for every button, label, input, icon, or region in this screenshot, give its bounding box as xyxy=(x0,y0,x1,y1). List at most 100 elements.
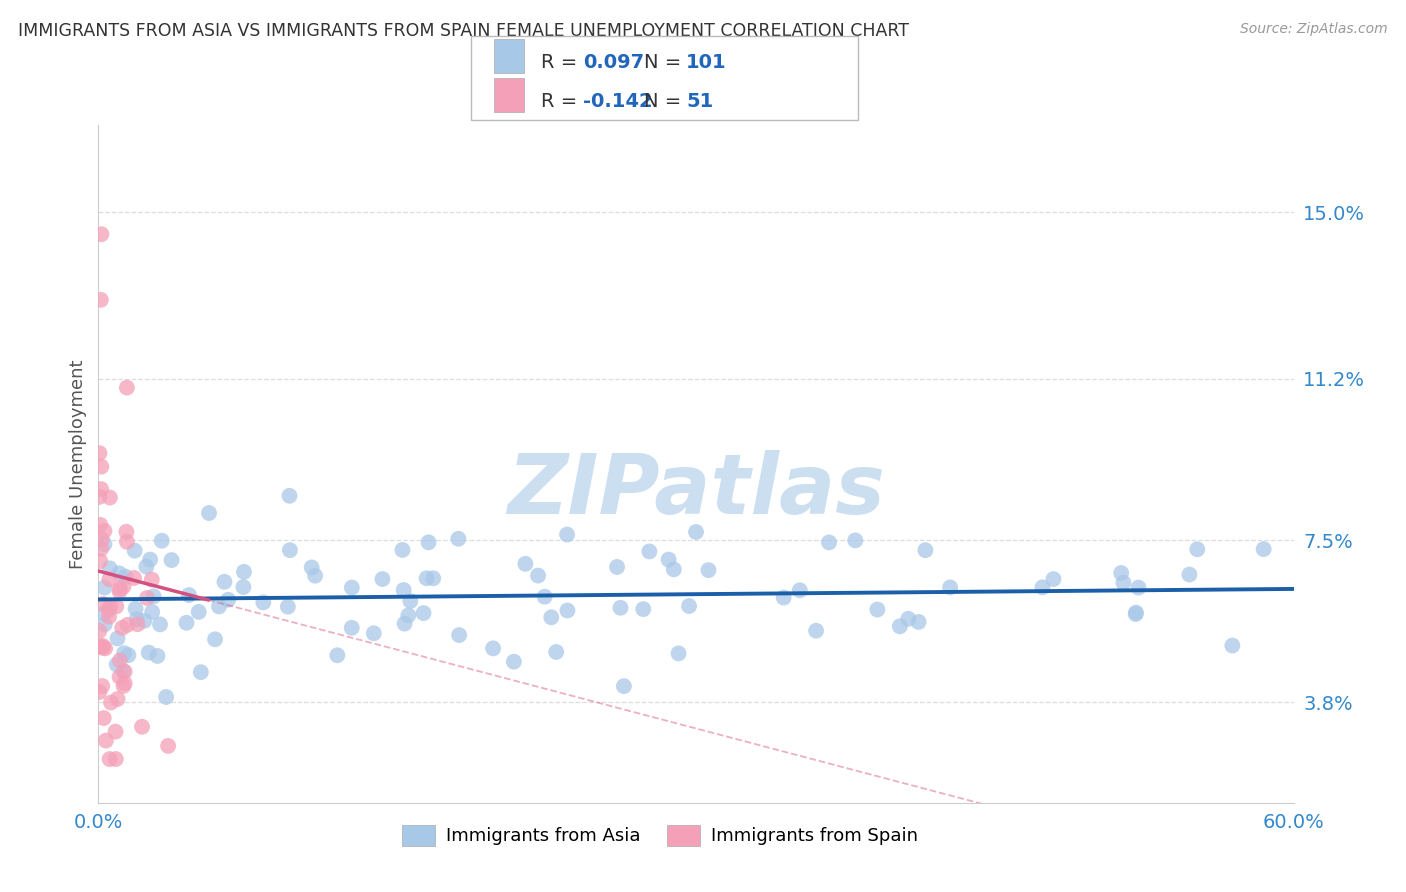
Point xyxy=(198,506,221,520)
Point xyxy=(371,572,394,586)
Point xyxy=(124,543,146,558)
Point xyxy=(557,603,579,617)
Point xyxy=(115,381,138,395)
Point xyxy=(668,646,690,660)
Point xyxy=(1222,639,1244,653)
Point xyxy=(340,621,363,635)
Point xyxy=(112,580,135,594)
Point xyxy=(866,602,889,616)
Point xyxy=(662,562,685,576)
Point xyxy=(515,557,537,571)
Point xyxy=(108,566,131,581)
Text: R =: R = xyxy=(541,54,583,72)
Point xyxy=(789,583,811,598)
Point xyxy=(232,580,254,594)
Point xyxy=(1187,542,1209,557)
Point xyxy=(90,541,112,556)
Point xyxy=(93,581,115,595)
Point xyxy=(107,632,129,646)
Text: N =: N = xyxy=(644,54,688,72)
Point xyxy=(91,639,114,653)
Point xyxy=(90,482,112,496)
Point xyxy=(633,602,655,616)
Point xyxy=(638,544,661,558)
Point xyxy=(114,676,136,690)
Point xyxy=(98,752,121,766)
Point xyxy=(889,619,911,633)
Point xyxy=(187,605,209,619)
Point xyxy=(326,648,349,663)
Text: 101: 101 xyxy=(686,54,727,72)
Point xyxy=(108,582,131,596)
Point xyxy=(233,565,256,579)
Point xyxy=(217,592,239,607)
Point xyxy=(907,615,929,629)
Point xyxy=(105,657,128,672)
Point xyxy=(503,655,526,669)
Point xyxy=(122,571,145,585)
Point xyxy=(304,568,326,582)
Point xyxy=(482,641,505,656)
Point xyxy=(89,640,111,654)
Point xyxy=(1042,572,1064,586)
Point xyxy=(447,532,470,546)
Legend: Immigrants from Asia, Immigrants from Spain: Immigrants from Asia, Immigrants from Sp… xyxy=(394,816,927,855)
Point xyxy=(141,573,163,587)
Point xyxy=(527,568,550,582)
Point xyxy=(204,632,226,647)
Point xyxy=(396,608,419,623)
Point xyxy=(104,752,127,766)
Point xyxy=(392,582,415,597)
Point xyxy=(1253,542,1275,557)
Point xyxy=(252,595,274,609)
Point xyxy=(98,561,121,575)
Point xyxy=(449,628,471,642)
Point xyxy=(89,517,111,532)
Point xyxy=(98,491,121,505)
Point xyxy=(844,533,866,548)
Text: -0.142: -0.142 xyxy=(583,92,654,112)
Point xyxy=(93,606,115,620)
Point xyxy=(277,599,299,614)
Point xyxy=(150,533,173,548)
Point xyxy=(160,553,183,567)
Point xyxy=(146,648,169,663)
Point xyxy=(157,739,180,753)
Point xyxy=(135,559,157,574)
Point xyxy=(127,617,149,632)
Point xyxy=(125,612,148,626)
Point xyxy=(208,599,231,614)
Point xyxy=(107,692,129,706)
Point xyxy=(93,617,115,632)
Point xyxy=(177,588,200,602)
Point xyxy=(97,603,120,617)
Text: 51: 51 xyxy=(686,92,713,112)
Point xyxy=(108,670,131,684)
Point xyxy=(399,594,422,608)
Point xyxy=(138,646,160,660)
Point xyxy=(176,615,198,630)
Point xyxy=(340,581,363,595)
Point xyxy=(98,599,121,614)
Point xyxy=(897,612,920,626)
Point xyxy=(94,641,117,656)
Point xyxy=(89,685,111,699)
Point xyxy=(606,560,628,574)
Text: Source: ZipAtlas.com: Source: ZipAtlas.com xyxy=(1240,22,1388,37)
Point xyxy=(939,581,962,595)
Point xyxy=(91,597,114,611)
Text: ZIPatlas: ZIPatlas xyxy=(508,450,884,532)
Point xyxy=(89,446,111,460)
Point xyxy=(1128,581,1150,595)
Point xyxy=(804,624,827,638)
Point xyxy=(697,563,720,577)
Point xyxy=(114,569,136,583)
Point xyxy=(415,571,437,585)
Point xyxy=(1178,567,1201,582)
Point xyxy=(533,590,555,604)
Point xyxy=(131,720,153,734)
Point xyxy=(136,591,159,605)
Point xyxy=(108,654,131,668)
Point xyxy=(115,524,138,539)
Text: IMMIGRANTS FROM ASIA VS IMMIGRANTS FROM SPAIN FEMALE UNEMPLOYMENT CORRELATION CH: IMMIGRANTS FROM ASIA VS IMMIGRANTS FROM … xyxy=(18,22,910,40)
